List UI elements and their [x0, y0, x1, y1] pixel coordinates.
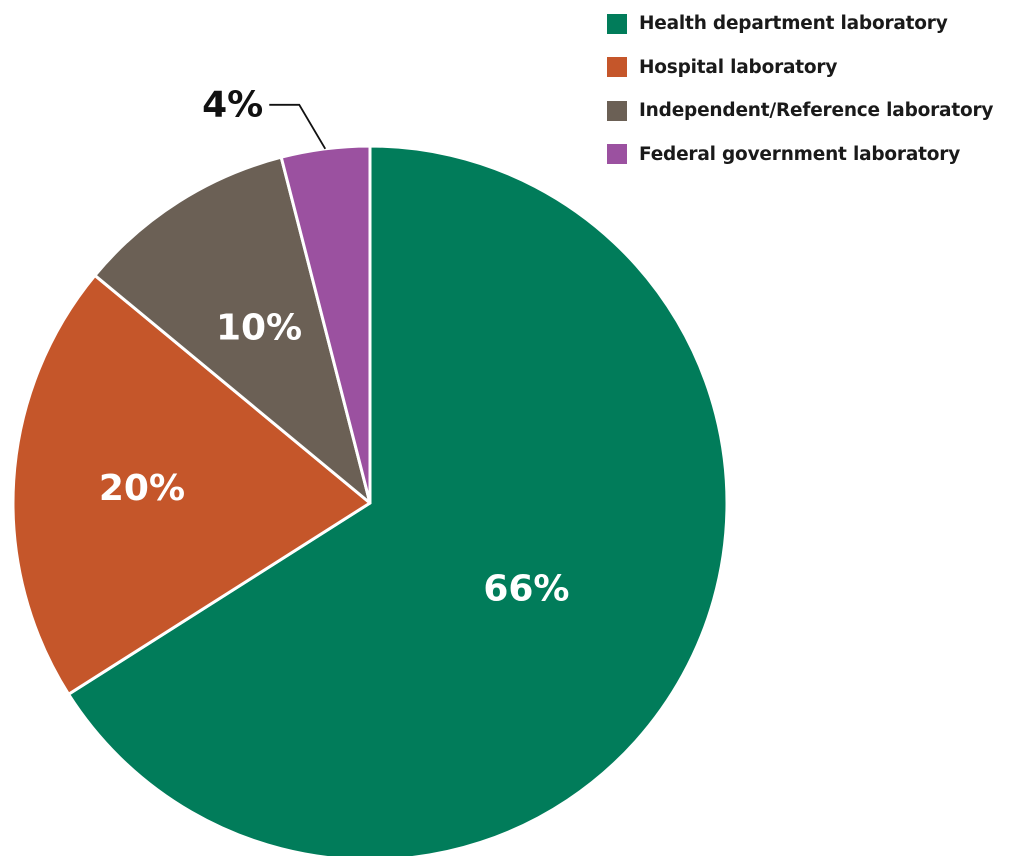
- slice-value-label: 4%: [202, 84, 263, 125]
- legend-item-health-department: Health department laboratory: [607, 9, 1012, 38]
- legend-item-independent-reference: Independent/Reference laboratory: [607, 96, 1012, 125]
- legend-item-federal-government: Federal government laboratory: [607, 140, 1012, 169]
- legend-swatch-federal-government: [607, 144, 627, 164]
- pie-slice-independent-reference-laboratory: [93, 155, 372, 505]
- pie-slices: [11, 144, 729, 856]
- slice-value-label: 66%: [483, 568, 569, 609]
- legend-swatch-hospital: [607, 57, 627, 77]
- legend-label: Health department laboratory: [639, 13, 948, 34]
- pie-slice-federal-government-laboratory: [279, 144, 372, 505]
- legend-item-hospital: Hospital laboratory: [607, 53, 1012, 82]
- legend-label: Independent/Reference laboratory: [639, 100, 994, 121]
- pie-labels: 66% 20% 10% 4%: [99, 84, 570, 609]
- legend-swatch-health-department: [607, 13, 627, 34]
- slice-value-label: 20%: [99, 468, 185, 509]
- legend-label: Federal government laboratory: [639, 143, 961, 165]
- leader-line: [269, 103, 327, 150]
- legend: Health department laboratory Hospital la…: [607, 9, 1012, 183]
- legend-swatch-independent-reference: [607, 100, 627, 121]
- pie-slice-hospital-laboratory: [11, 273, 372, 696]
- slice-value-label: 10%: [216, 308, 302, 349]
- pie-slice-health-department-laboratory: [67, 144, 729, 856]
- legend-label: Hospital laboratory: [639, 56, 838, 78]
